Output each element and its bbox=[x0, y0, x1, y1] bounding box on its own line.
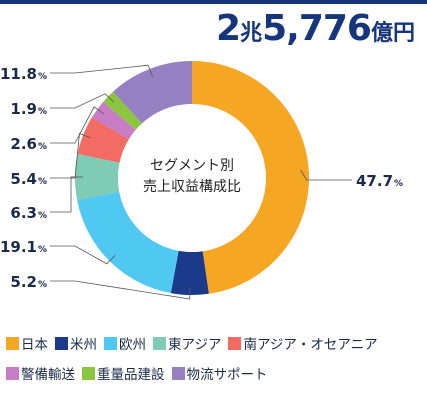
value-label-1: 47.7% bbox=[356, 172, 403, 190]
legend-item-6: 警備輸送 bbox=[6, 363, 75, 383]
legend-swatch bbox=[228, 336, 242, 350]
legend-label: 警備輸送 bbox=[21, 367, 75, 383]
donut-slices bbox=[74, 61, 309, 295]
callout-line-5 bbox=[50, 132, 91, 179]
legend-label: 欧州 bbox=[119, 337, 146, 353]
legend-item-4: 東アジア bbox=[153, 333, 221, 353]
slice-2 bbox=[170, 250, 209, 295]
callout-line-2 bbox=[50, 280, 191, 300]
slice-3 bbox=[77, 191, 179, 294]
value-label-2: 5.2% bbox=[10, 273, 47, 291]
donut-hole bbox=[118, 104, 266, 252]
legend-label: 東アジア bbox=[168, 337, 222, 353]
value-label-5: 5.4% bbox=[10, 170, 47, 188]
slice-6 bbox=[92, 101, 136, 140]
legend-swatch bbox=[153, 336, 166, 350]
legend-swatch bbox=[171, 366, 185, 380]
slice-8 bbox=[112, 61, 192, 124]
total-unit-cho: 兆 bbox=[240, 21, 263, 46]
legend-label: 日本 bbox=[21, 337, 48, 353]
slice-1 bbox=[192, 61, 309, 294]
legend-swatch bbox=[82, 366, 95, 380]
legend-label: 南アジア・オセアニア bbox=[243, 337, 378, 353]
callout-line-6 bbox=[50, 106, 105, 144]
legend-item-1: 日本 bbox=[6, 333, 48, 353]
legend-item-3: 欧州 bbox=[104, 333, 146, 353]
legend-swatch bbox=[6, 336, 19, 350]
legend-swatch bbox=[104, 336, 117, 350]
value-label-6: 2.6% bbox=[10, 135, 47, 153]
total-number-2: 5,776 bbox=[262, 8, 372, 49]
top-rule bbox=[0, 0, 427, 4]
legend-row: 日本 米州 欧州 東アジア 南アジア・オセアニア bbox=[6, 328, 426, 358]
value-label-3: 19.1% bbox=[0, 238, 47, 256]
legend-item-8: 物流サポート bbox=[171, 363, 268, 383]
legend-row: 警備輸送 重量品建設 物流サポート bbox=[6, 358, 426, 388]
legend-swatch bbox=[6, 366, 19, 380]
legend-item-2: 米州 bbox=[55, 333, 97, 353]
legend: 日本 米州 欧州 東アジア 南アジア・オセアニア 警備輸送 重量品建設 物流サポート bbox=[6, 328, 426, 388]
center-label-line1: セグメント別 bbox=[150, 158, 234, 174]
value-label-8: 11.8% bbox=[0, 65, 47, 83]
callout-line-7 bbox=[50, 93, 115, 109]
total-amount: 2 兆 5,776 億円 bbox=[216, 8, 415, 49]
value-labels: 47.7% 5.2% 19.1% 6.3% 5.4% 2.6% 1.9% 11.8% bbox=[0, 65, 403, 291]
legend-label: 重量品建設 bbox=[97, 367, 165, 383]
legend-item-7: 重量品建設 bbox=[82, 363, 165, 383]
slice-4 bbox=[74, 153, 120, 200]
legend-swatch bbox=[55, 336, 68, 350]
slice-5 bbox=[77, 117, 129, 163]
callout-line-1 bbox=[300, 169, 352, 181]
callout-line-4 bbox=[50, 176, 84, 213]
callout-line-3 bbox=[50, 245, 116, 265]
donut-chart: セグメント別 売上収益構成比 47.7% 5.2% 19.1% 6.3% 5.4% 2.6… bbox=[0, 61, 403, 300]
value-label-7: 1.9% bbox=[10, 100, 47, 118]
legend-item-5: 南アジア・オセアニア bbox=[228, 333, 378, 353]
value-label-4: 6.3% bbox=[10, 204, 47, 222]
total-number: 2 bbox=[216, 8, 241, 49]
callout-line-8 bbox=[50, 64, 153, 77]
callout-lines bbox=[50, 64, 352, 300]
legend-label: 米州 bbox=[70, 337, 97, 353]
legend-label: 物流サポート bbox=[186, 367, 268, 383]
center-label-line2: 売上収益構成比 bbox=[143, 179, 241, 195]
total-unit-okuen: 億円 bbox=[370, 21, 415, 46]
